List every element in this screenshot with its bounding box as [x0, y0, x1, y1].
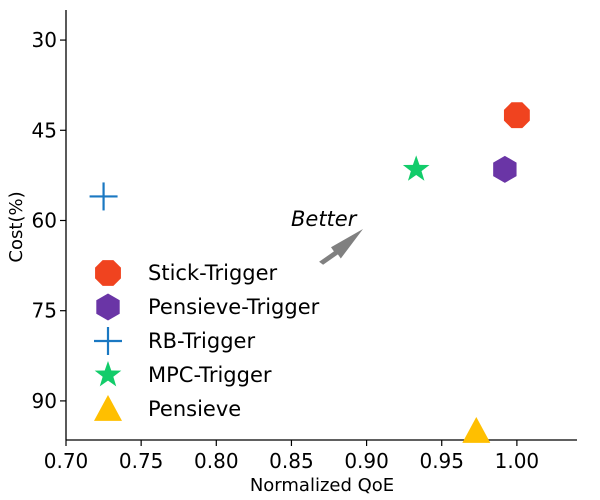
better-label: Better [291, 207, 358, 231]
y-tick-label: 45 [32, 118, 57, 142]
y-tick-label: 90 [32, 389, 57, 413]
legend-marker-stick-trigger [95, 260, 121, 286]
x-tick-label: 0.85 [269, 449, 314, 473]
x-tick-label: 0.80 [194, 449, 239, 473]
y-tick-label: 60 [32, 208, 57, 232]
x-tick-label: 1.00 [495, 449, 540, 473]
y-axis-label: Cost(%) [6, 191, 27, 262]
x-tick-label: 0.70 [44, 449, 89, 473]
legend-marker-pensieve-trigger [96, 293, 120, 321]
legend-label-stick-trigger: Stick-Trigger [148, 261, 278, 285]
better-annotation: Better [291, 207, 363, 265]
pensieve-point [462, 416, 491, 443]
y-tick-label: 30 [32, 28, 57, 52]
x-tick-label: 0.95 [419, 449, 464, 473]
mpc-trigger-point [402, 155, 430, 181]
legend-label-rb-trigger: RB-Trigger [148, 329, 255, 353]
better-arrow [319, 229, 363, 265]
x-axis-label: Normalized QoE [250, 475, 394, 496]
legend-label-pensieve: Pensieve [148, 397, 241, 421]
legend-marker-mpc-trigger [94, 361, 122, 387]
stick-trigger-point [503, 102, 530, 129]
legend: Stick-Trigger Pensieve-Trigger RB-Trigger M… [94, 260, 320, 421]
axes [65, 10, 577, 441]
x-tick-label: 0.90 [344, 449, 389, 473]
y-tick-label: 75 [32, 299, 57, 323]
data-points [89, 102, 530, 443]
x-ticks: 0.70 0.75 0.80 0.85 0.90 0.95 1.00 [44, 440, 539, 473]
x-tick-label: 0.75 [119, 449, 164, 473]
y-ticks: 30 45 60 75 90 [32, 28, 66, 413]
pensieve-trigger-point [493, 155, 517, 183]
legend-marker-pensieve [94, 395, 122, 421]
rb-trigger-point [89, 182, 118, 211]
legend-label-pensieve-trigger: Pensieve-Trigger [148, 295, 320, 319]
legend-marker-rb-trigger [94, 327, 122, 355]
legend-label-mpc-trigger: MPC-Trigger [148, 363, 272, 387]
